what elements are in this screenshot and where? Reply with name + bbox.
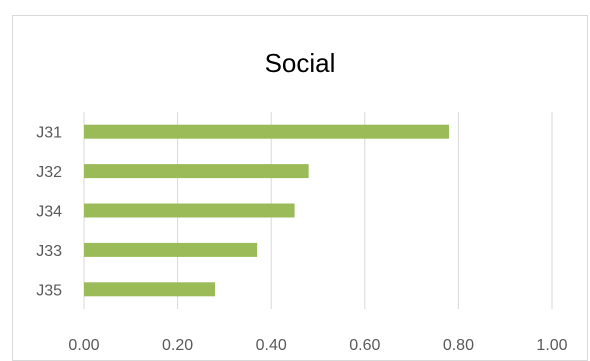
gridlines — [83, 112, 553, 309]
bar-j33 — [84, 242, 258, 257]
value-axis-labels: 0.00 0.20 0.40 0.60 0.80 1.00 — [68, 337, 567, 354]
chart-title: Social — [265, 48, 336, 78]
x-tick-label: 0.00 — [68, 337, 99, 354]
category-label-j31: J31 — [36, 125, 62, 142]
x-tick-label: 0.40 — [256, 337, 287, 354]
category-label-j33: J33 — [36, 243, 62, 260]
category-label-j34: J34 — [36, 204, 62, 221]
bar-j35 — [84, 282, 216, 297]
category-label-j35: J35 — [36, 282, 62, 299]
category-label-j32: J32 — [36, 164, 62, 181]
x-tick-label: 0.20 — [162, 337, 193, 354]
x-tick-label: 0.60 — [349, 337, 380, 354]
x-tick-label: 0.80 — [443, 337, 474, 354]
bar-j34 — [84, 203, 295, 218]
bar-j31 — [84, 124, 450, 139]
chart-area — [12, 15, 588, 361]
x-tick-label: 1.00 — [536, 337, 567, 354]
bar-j32 — [84, 164, 309, 179]
category-axis-labels: J31 J32 J34 J33 J35 — [36, 125, 62, 300]
bars — [84, 124, 450, 297]
